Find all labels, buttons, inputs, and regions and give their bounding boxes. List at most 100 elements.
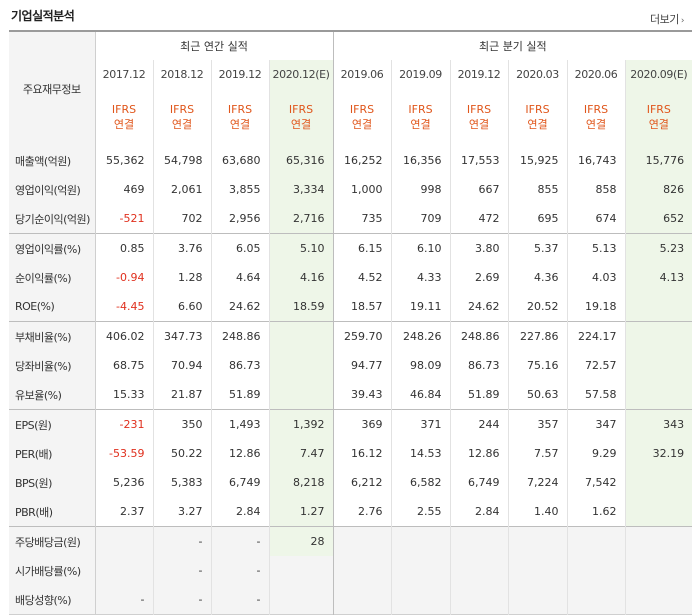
quarter-group-header: 최근 분기 실적 bbox=[332, 31, 693, 60]
table-cell bbox=[624, 497, 693, 527]
table-cell bbox=[390, 556, 451, 585]
table-cell: 6.05 bbox=[210, 233, 269, 263]
table-cell bbox=[94, 526, 153, 556]
table-row: EPS(원) -231 350 1,493 1,392 369 371 244 357 347 34… bbox=[9, 409, 693, 439]
table-row: BPS(원) 5,236 5,383 6,749 8,218 6,212 6,582 6,74… bbox=[9, 468, 693, 497]
table-cell: 16.12 bbox=[332, 439, 392, 468]
table-cell: 469 bbox=[94, 175, 153, 204]
table-row: 유보율(%) 15.33 21.87 51.89 39.43 46.84 51.89 50.6… bbox=[9, 380, 693, 410]
table-cell bbox=[566, 585, 626, 615]
table-cell: 2,061 bbox=[152, 175, 211, 204]
table-cell: 70.94 bbox=[152, 351, 211, 380]
table-cell: - bbox=[152, 526, 211, 556]
table-cell: 227.86 bbox=[507, 321, 568, 351]
table-cell: 6,582 bbox=[390, 468, 451, 497]
table-cell bbox=[624, 351, 693, 380]
table-cell: 248.26 bbox=[390, 321, 451, 351]
table-cell: 4.13 bbox=[624, 263, 693, 292]
table-cell: 6.10 bbox=[390, 233, 451, 263]
table-cell: 17,553 bbox=[449, 146, 509, 175]
table-cell: - bbox=[210, 556, 269, 585]
standard-header: IFRS 연결 bbox=[449, 88, 509, 146]
table-cell: 16,356 bbox=[390, 146, 451, 175]
standard-header: IFRS 연결 bbox=[624, 88, 693, 146]
table-cell: 709 bbox=[390, 204, 451, 234]
table-row: PER(배) -53.59 50.22 12.86 7.47 16.12 14.53 12.8… bbox=[9, 439, 693, 468]
table-cell: 1,000 bbox=[332, 175, 392, 204]
table-cell: 65,316 bbox=[268, 146, 334, 175]
table-cell: 75.16 bbox=[507, 351, 568, 380]
row-label: 유보율(%) bbox=[9, 380, 95, 410]
table-cell: 7.47 bbox=[268, 439, 334, 468]
table-cell: 259.70 bbox=[332, 321, 392, 351]
row-label: 영업이익률(%) bbox=[9, 233, 95, 263]
standard-consolidated: 연결 bbox=[527, 118, 548, 131]
standard-ifrs: IFRS bbox=[169, 103, 195, 116]
table-cell: 2.84 bbox=[210, 497, 269, 527]
table-cell bbox=[268, 351, 334, 380]
standard-ifrs: IFRS bbox=[288, 103, 314, 116]
table-cell: 12.86 bbox=[210, 439, 269, 468]
table-cell: 858 bbox=[566, 175, 626, 204]
table-cell bbox=[390, 526, 451, 556]
table-cell: 15.33 bbox=[94, 380, 153, 410]
table-cell: 18.59 bbox=[268, 292, 334, 322]
table-cell: -231 bbox=[94, 409, 153, 439]
table-row: 영업이익(억원) 469 2,061 3,855 3,334 1,000 998 667 855… bbox=[9, 175, 693, 204]
table-cell: 674 bbox=[566, 204, 626, 234]
table-cell: 9.29 bbox=[566, 439, 626, 468]
standard-ifrs: IFRS bbox=[227, 103, 253, 116]
table-cell: 248.86 bbox=[449, 321, 509, 351]
more-link-label: 더보기 bbox=[650, 13, 679, 26]
table-row: ROE(%) -4.45 6.60 24.62 18.59 18.57 19.11 24.62… bbox=[9, 292, 693, 322]
table-cell: 695 bbox=[507, 204, 568, 234]
standard-consolidated: 연결 bbox=[290, 118, 312, 131]
table-cell bbox=[624, 380, 693, 410]
table-cell: 4.36 bbox=[507, 263, 568, 292]
table-cell: 7,542 bbox=[566, 468, 626, 497]
table-cell bbox=[332, 585, 392, 615]
row-label: 순이익률(%) bbox=[9, 263, 95, 292]
table-cell: - bbox=[94, 585, 153, 615]
table-cell: 2.69 bbox=[449, 263, 509, 292]
standard-ifrs: IFRS bbox=[466, 103, 492, 116]
row-label: PER(배) bbox=[9, 439, 95, 468]
table-cell: 357 bbox=[507, 409, 568, 439]
table-cell bbox=[94, 556, 153, 585]
table-cell: 3.80 bbox=[449, 233, 509, 263]
more-link[interactable]: 더보기 › bbox=[650, 11, 685, 27]
standard-consolidated: 연결 bbox=[468, 118, 490, 131]
table-row: PBR(배) 2.37 3.27 2.84 1.27 2.76 2.55 2.84 1.40 1.… bbox=[9, 497, 693, 527]
table-cell: 14.53 bbox=[390, 439, 451, 468]
row-label: 당기순이익(억원) bbox=[9, 204, 95, 234]
table-cell: 98.09 bbox=[390, 351, 451, 380]
table-cell: 5.10 bbox=[268, 233, 334, 263]
table-row: 주당배당금(원) - -28 bbox=[9, 526, 693, 556]
table-cell: 371 bbox=[390, 409, 451, 439]
table-cell: 3,334 bbox=[268, 175, 334, 204]
table-cell: 2,716 bbox=[268, 204, 334, 234]
standard-ifrs: IFRS bbox=[111, 103, 137, 116]
table-row: 배당성향(%) - - - bbox=[9, 585, 693, 615]
table-cell: 4.64 bbox=[210, 263, 269, 292]
table-cell: 94.77 bbox=[332, 351, 392, 380]
table-cell: 347.73 bbox=[152, 321, 211, 351]
table-cell bbox=[268, 380, 334, 410]
table-cell bbox=[507, 585, 568, 615]
table-cell: 406.02 bbox=[94, 321, 153, 351]
table-cell: 6,749 bbox=[210, 468, 269, 497]
table-cell: 24.62 bbox=[210, 292, 269, 322]
table-cell: 24.62 bbox=[449, 292, 509, 322]
row-label: 시가배당률(%) bbox=[9, 556, 95, 585]
period-header: 2019.09 bbox=[390, 60, 451, 88]
table-cell bbox=[449, 526, 509, 556]
table-row: 부채비율(%) 406.02 347.73 248.86 259.70 248.26 248… bbox=[9, 321, 693, 351]
period-header: 2020.06 bbox=[566, 60, 626, 88]
table-cell: 21.87 bbox=[152, 380, 211, 410]
table-cell: 4.16 bbox=[268, 263, 334, 292]
period-header: 2019.12 bbox=[210, 60, 269, 88]
table-cell bbox=[449, 585, 509, 615]
corner-header: 주요재무정보 bbox=[9, 31, 95, 146]
row-label: 매출액(억원) bbox=[9, 146, 95, 175]
table-cell: 20.52 bbox=[507, 292, 568, 322]
